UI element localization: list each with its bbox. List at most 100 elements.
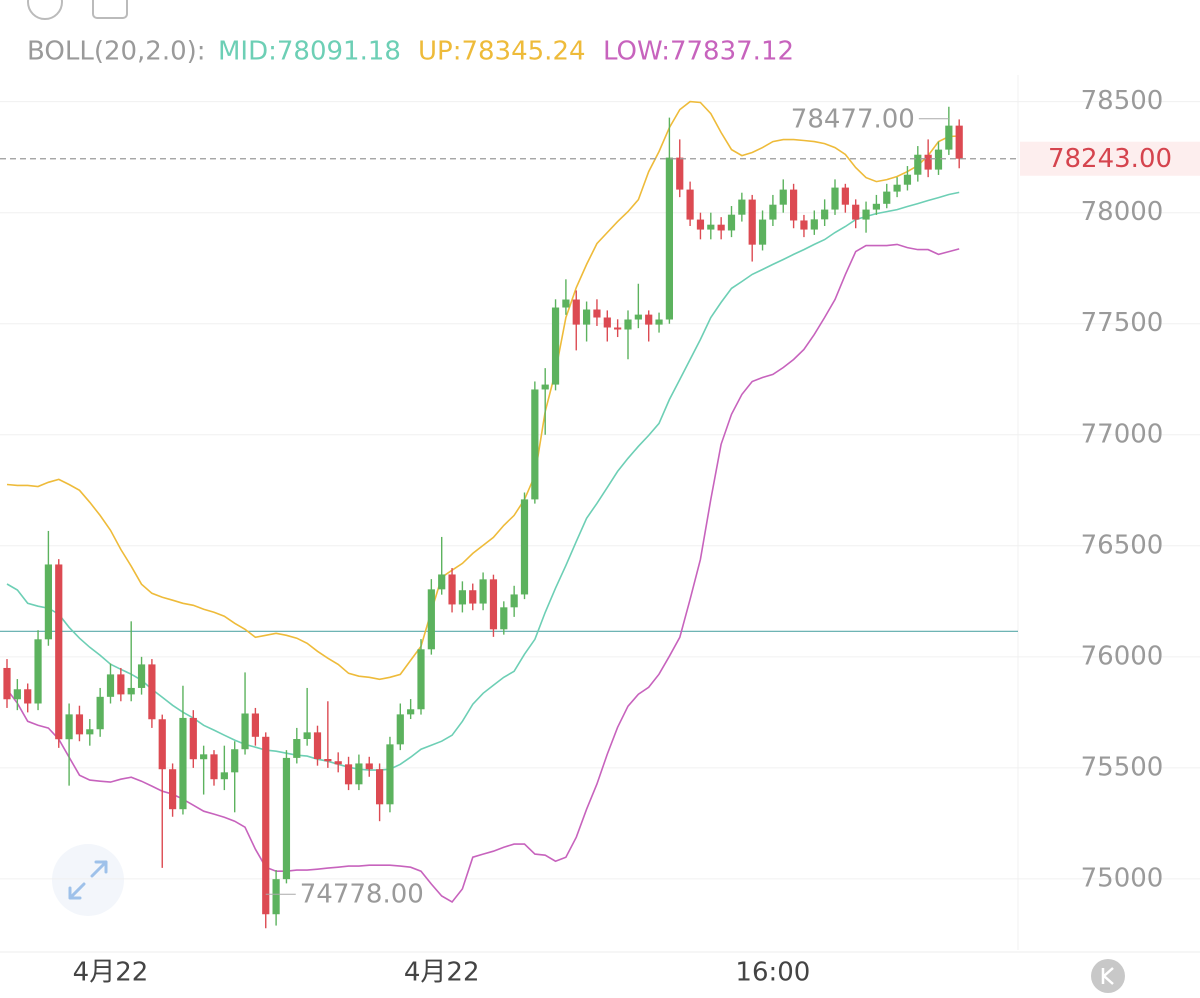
- candle-body: [924, 154, 932, 170]
- expand-circle[interactable]: [52, 844, 124, 916]
- candle-body: [955, 125, 963, 159]
- candle-body: [407, 709, 415, 715]
- k-circle[interactable]: [1091, 959, 1125, 993]
- candle-body: [479, 579, 487, 604]
- annotation-label: 78477.00: [791, 104, 915, 134]
- candle: [924, 139, 932, 178]
- top-icon[interactable]: [27, 0, 63, 20]
- candle-body: [852, 204, 860, 220]
- candle-body: [831, 187, 839, 210]
- candle-body: [365, 763, 373, 770]
- candle-body: [96, 696, 104, 730]
- candle: [748, 194, 756, 262]
- candle: [355, 754, 363, 791]
- candle-body: [624, 319, 632, 330]
- candle-body: [210, 754, 218, 780]
- candle: [210, 750, 218, 786]
- band-line: [6, 100, 960, 681]
- candle-body: [531, 389, 539, 500]
- k-icon[interactable]: [1101, 967, 1114, 985]
- candle-body: [614, 327, 622, 330]
- candle-body: [86, 729, 94, 735]
- candle: [386, 736, 394, 813]
- candle-body: [55, 564, 63, 740]
- candle-body: [324, 759, 332, 762]
- candle: [707, 212, 715, 240]
- candle: [303, 687, 311, 746]
- candle-body: [758, 219, 767, 245]
- candle: [65, 703, 73, 786]
- legend-entry: LOW:77837.12: [603, 37, 794, 67]
- y-tick-label: 77500: [1081, 308, 1164, 338]
- candle: [810, 210, 818, 235]
- expand-icon[interactable]: [68, 860, 108, 900]
- candle-body: [417, 649, 425, 710]
- candle: [438, 536, 446, 595]
- candle-body: [148, 664, 156, 720]
- candle: [200, 745, 208, 795]
- y-tick-label: 75000: [1081, 863, 1164, 893]
- x-tick-label: 4月22: [404, 958, 480, 988]
- candle: [769, 194, 777, 227]
- candle-body: [510, 594, 518, 608]
- candle: [231, 741, 239, 813]
- candle-body: [945, 125, 953, 150]
- candle-body: [65, 714, 73, 740]
- candle-body: [469, 590, 477, 604]
- candle: [883, 183, 891, 209]
- candle-body: [179, 717, 187, 810]
- y-tick-label: 75500: [1081, 752, 1164, 782]
- candle-body: [769, 204, 777, 220]
- candle-body: [717, 224, 725, 231]
- legend-entry: UP:78345.24: [418, 37, 586, 67]
- candle: [821, 199, 829, 227]
- candle: [831, 179, 839, 215]
- candle: [551, 299, 560, 391]
- candle-body: [24, 689, 32, 704]
- candle-body: [883, 191, 891, 204]
- candle: [427, 579, 435, 655]
- candle-body: [231, 749, 239, 773]
- candle: [852, 199, 860, 229]
- candle: [500, 601, 508, 635]
- candle: [717, 217, 725, 240]
- candle: [624, 310, 632, 360]
- candle: [179, 685, 187, 815]
- candle-body: [821, 209, 829, 220]
- candle-body: [841, 187, 849, 205]
- candle: [914, 146, 922, 182]
- candle-body: [551, 307, 560, 385]
- candle-body: [645, 314, 653, 325]
- k-button[interactable]: [1091, 959, 1125, 993]
- candle: [75, 705, 84, 742]
- candle: [572, 290, 580, 351]
- indicator-name: BOLL(20,2.0):: [27, 37, 206, 67]
- candle: [55, 559, 63, 748]
- y-tick-label: 78500: [1081, 86, 1164, 116]
- candle: [510, 585, 518, 617]
- candle: [634, 283, 642, 329]
- candle-body: [334, 761, 342, 765]
- candle-body: [914, 154, 922, 175]
- candle-body: [106, 674, 115, 697]
- candle-body: [355, 763, 363, 785]
- candle: [614, 319, 622, 338]
- expand-button[interactable]: [52, 844, 124, 916]
- candle: [44, 530, 52, 646]
- annotation-label: 74778.00: [300, 880, 424, 910]
- top-icon[interactable]: [92, 0, 128, 19]
- candle-body: [376, 769, 384, 805]
- candle-body: [872, 203, 880, 210]
- candle: [800, 214, 808, 238]
- candle-body: [458, 590, 466, 605]
- candle-body: [344, 764, 353, 785]
- candle: [779, 179, 787, 213]
- band-line: [6, 191, 960, 771]
- candle: [34, 630, 42, 711]
- candle: [3, 659, 11, 708]
- candle-body: [779, 189, 787, 205]
- candle-body: [738, 199, 746, 215]
- candle: [955, 119, 963, 169]
- candle-body: [810, 219, 818, 230]
